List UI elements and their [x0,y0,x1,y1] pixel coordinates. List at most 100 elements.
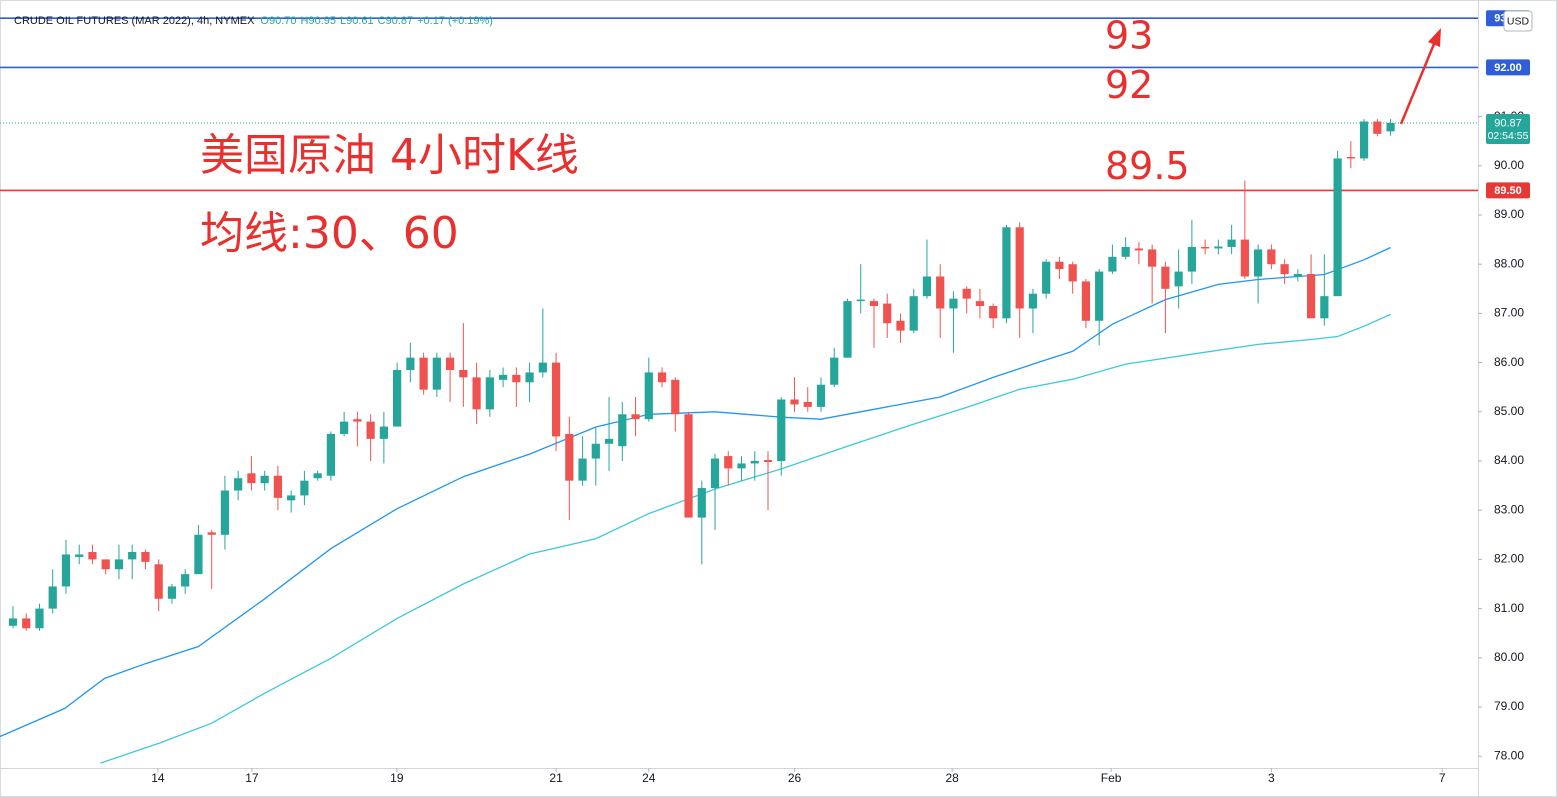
candle-body [962,288,971,299]
candle-body [1095,271,1104,321]
candle-body [816,384,826,407]
level-annotation: 93 [1105,14,1153,58]
candle-body [565,433,574,481]
candle-body [366,421,375,439]
y-tick-label: 81.00 [1494,601,1524,615]
candle-body [75,554,84,557]
candle-body [1002,227,1011,319]
y-tick-label: 79.00 [1494,699,1524,713]
candle-body [909,296,918,331]
candle-body [406,357,415,370]
candle-body [181,574,190,587]
candle-body [1280,264,1289,275]
candle-body [1254,249,1263,277]
candle-body [1148,249,1157,267]
candle-body [684,414,693,518]
candle-body [777,399,786,461]
candle-body [207,532,216,535]
candle-body [1267,249,1276,265]
candle-body [1227,239,1236,247]
legend-open: O90.70 [260,15,296,27]
candle-body [1121,246,1130,257]
y-tick-label: 85.00 [1494,404,1524,418]
candle-body [273,475,283,498]
candle-body [1320,296,1329,319]
candle-body [48,586,57,609]
level-annotation: 89.5 [1105,144,1190,188]
candle-body [697,488,706,518]
arrow-shaft [1399,43,1436,125]
level-annotation: 92 [1105,63,1153,107]
x-tick-label: Feb [1101,771,1122,785]
candle-body [578,458,587,481]
candle-body [1028,293,1038,309]
candle-body [22,618,31,629]
candle-body [194,534,203,575]
candle-body [644,372,653,420]
legend-change: +0.17 (+0.19%) [417,15,493,27]
candle-body [856,299,865,302]
currency-label: USD [1507,15,1530,27]
candle-body [1042,261,1051,294]
candle-body [498,374,508,380]
candle-body [128,552,137,560]
legend-close: C90.87 [378,15,413,27]
candle-body [234,478,243,491]
x-tick-label: 21 [549,771,563,785]
candle-body [896,320,905,331]
candle-body [657,372,667,383]
arrow [1399,28,1441,125]
candle-body [313,473,322,479]
y-tick-label: 78.00 [1494,748,1524,762]
y-tick-label: 84.00 [1494,453,1524,467]
x-tick-label: 17 [245,771,259,785]
candle-body [525,372,534,383]
candle-body [1108,256,1117,272]
candle-body [618,414,627,447]
candle-body [326,433,335,476]
candle-body [459,369,468,378]
candle-body [538,362,547,373]
legend: CRUDE OIL FUTURES (MAR 2022), 4h, NYMEX O… [14,15,493,27]
candle-body [803,401,812,407]
y-tick-label: 83.00 [1494,502,1524,516]
candle-body [154,564,163,599]
level-badge-label: 89.50 [1494,185,1522,197]
candle-body [393,369,402,427]
candle-body [35,608,44,629]
candle-body [949,298,958,309]
candle-body [1201,246,1210,249]
subheading: 均线:30、60 [200,208,459,259]
level-badge [1486,59,1530,76]
candle-body [1081,281,1091,321]
x-tick-label: 24 [642,771,656,785]
candle-body [485,377,494,410]
candle-body [591,443,600,459]
x-tick-label: 26 [788,771,802,785]
candle-body [1187,246,1196,272]
candle-body [432,357,441,390]
candle-body [1386,122,1395,132]
candle-body [1174,271,1183,287]
x-tick-label: 3 [1268,771,1275,785]
candle-body [989,306,998,319]
y-tick-label: 90.00 [1494,158,1524,172]
candle-body [830,357,839,385]
y-tick-label: 89.00 [1494,207,1524,221]
candle-body [604,438,614,444]
candle-body [843,301,852,358]
candle-body [1359,121,1369,159]
candle-body [790,399,799,405]
candle-body [1015,227,1024,309]
candle-body [220,490,230,535]
candle-body [710,458,720,489]
last-price-badge [1486,113,1530,144]
candle-body [1161,266,1170,289]
candle-body [936,276,945,309]
level-badge-label: 92.00 [1494,62,1522,74]
y-tick-label: 87.00 [1494,306,1524,320]
candle-body [922,276,932,297]
candle-body [419,357,428,390]
candle-body [379,426,388,439]
axes: 78.00 79.00 80.00 81.00 82.00 83.00 84.00 85.00… [151,10,1533,785]
